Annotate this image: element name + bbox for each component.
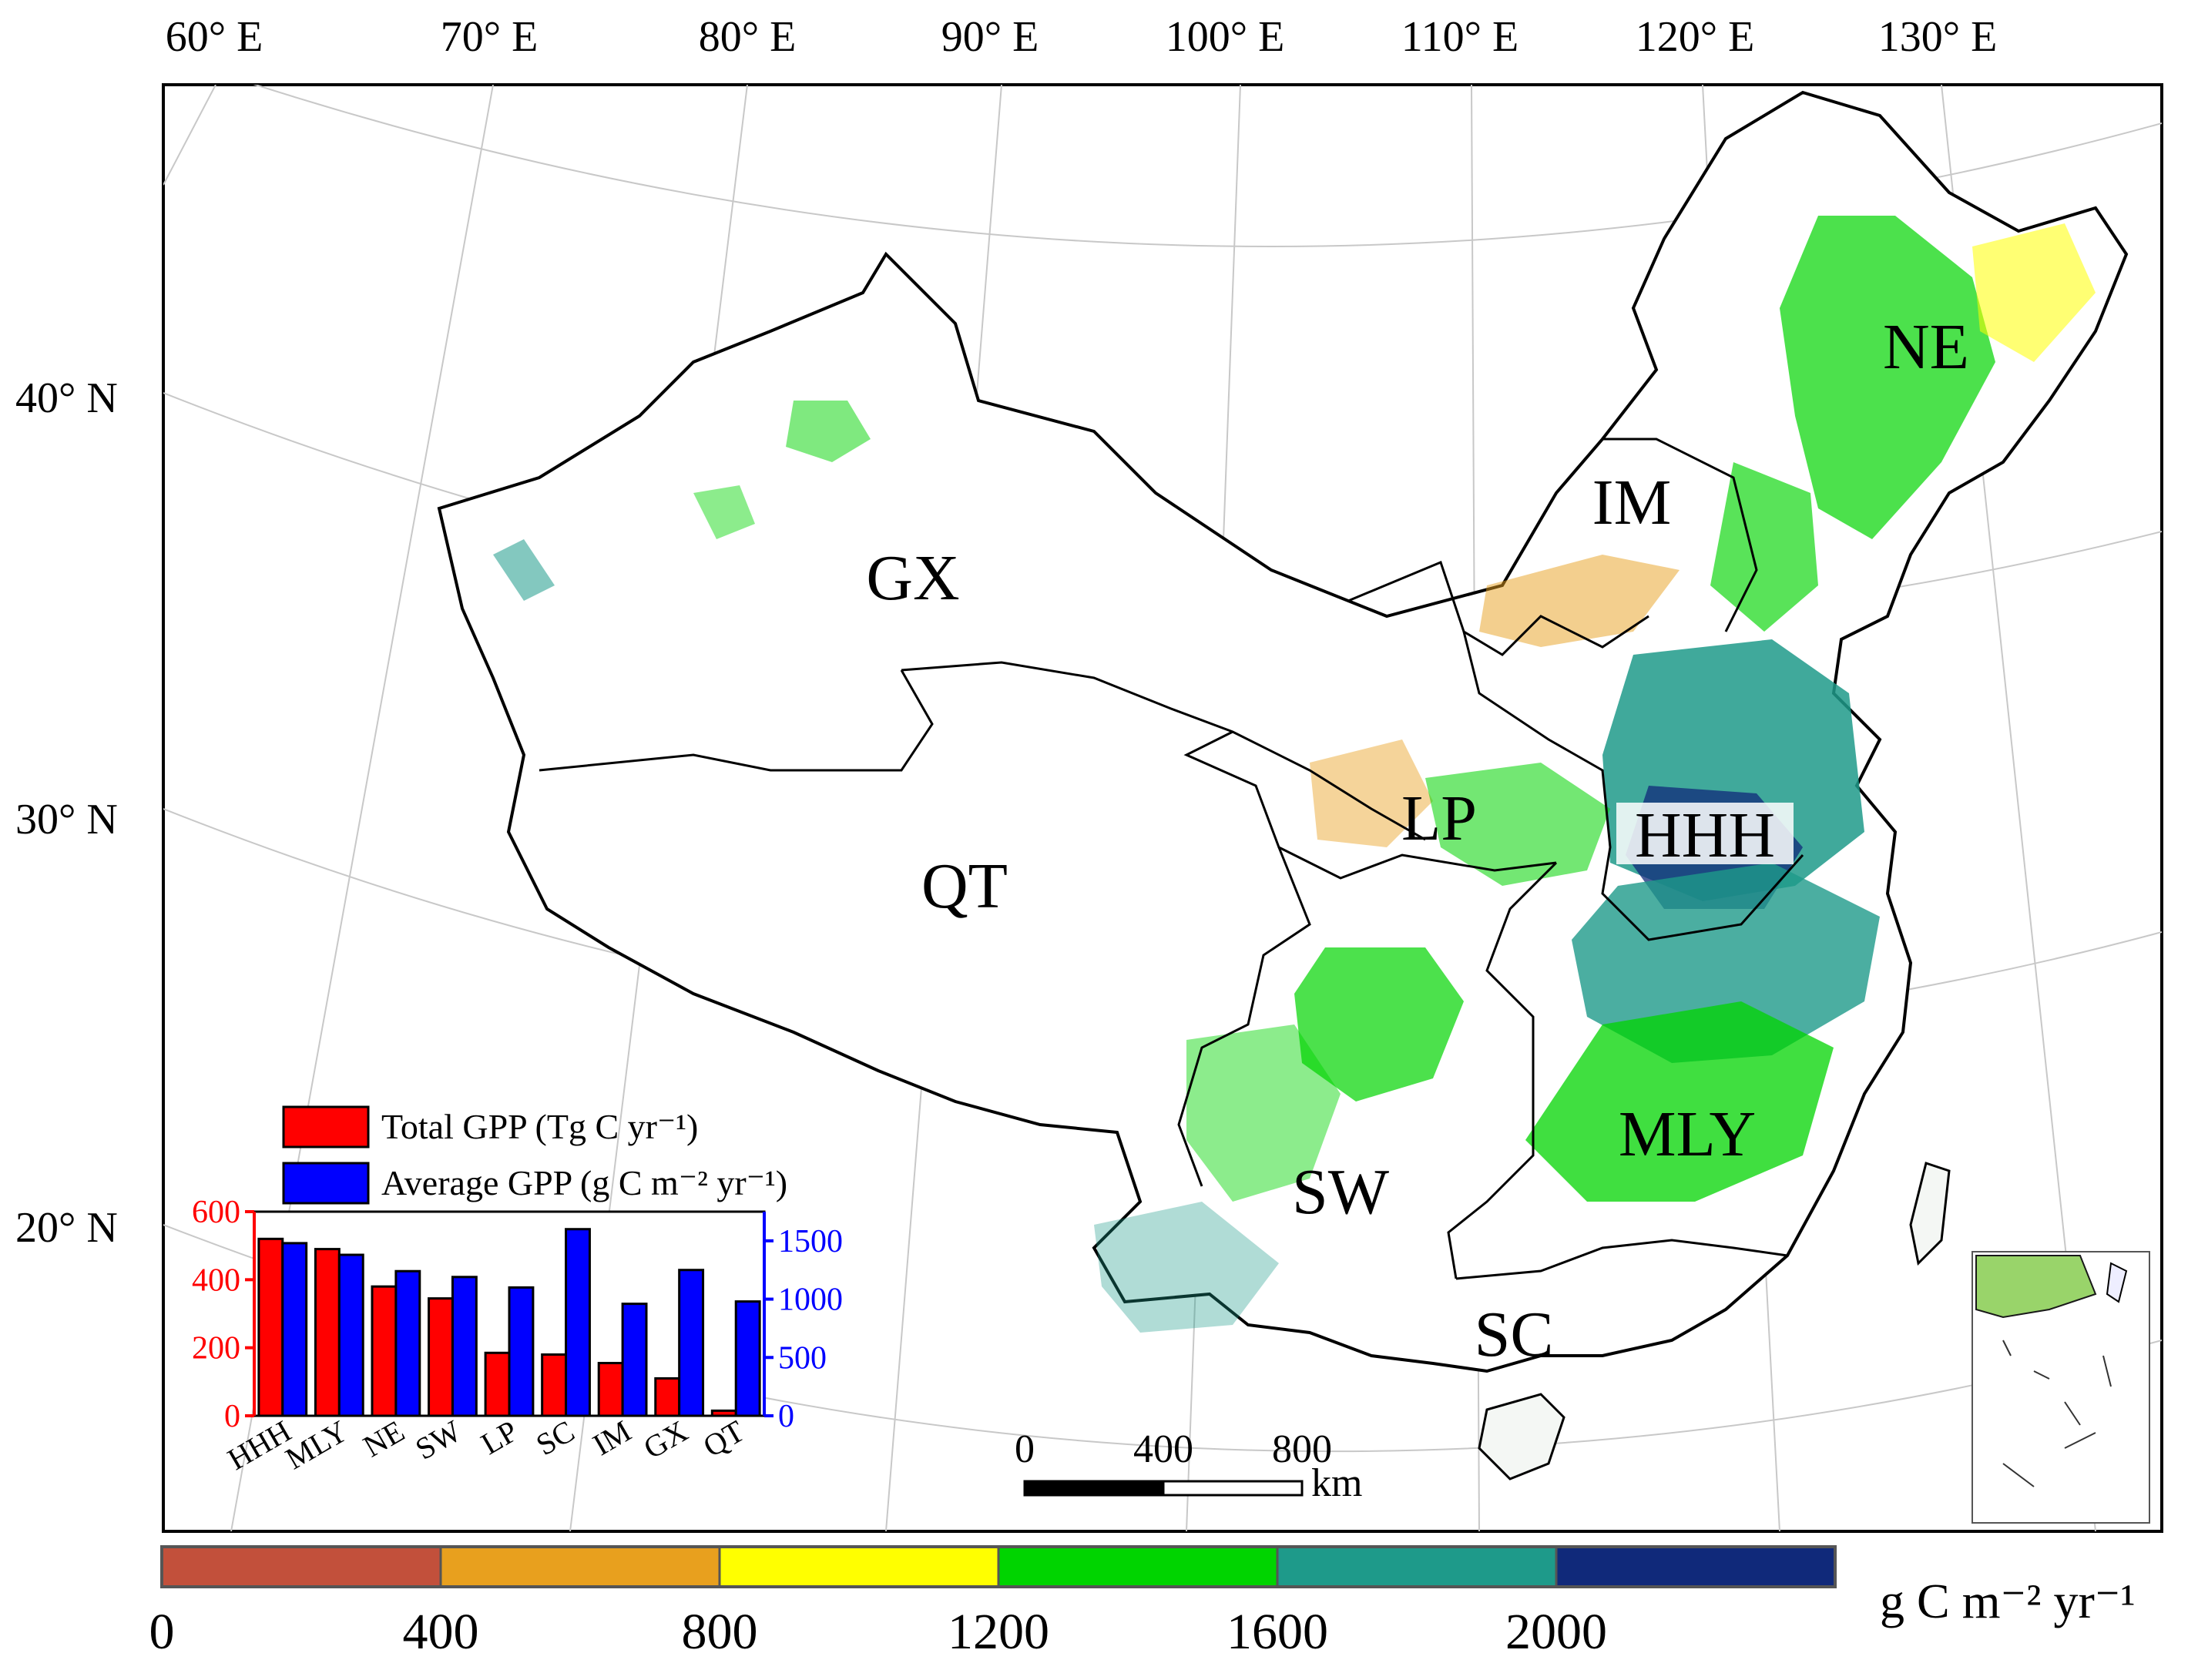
bar-total-gpp-gx [654,1377,681,1417]
legend-label-average-gpp: Average GPP (g C m⁻² yr⁻¹) [381,1163,787,1202]
region-label-lp: LP [1401,783,1477,854]
colorbar-segment [718,1545,1000,1588]
bar-total-gpp-hhh [257,1237,284,1417]
region-label-mly: MLY [1619,1098,1756,1170]
latitude-labels: 40° N 30° N 20° N [15,374,118,1252]
lat-label: 20° N [15,1204,118,1252]
bar-total-gpp-sc [541,1353,568,1417]
bar-average-gpp-ne [394,1269,421,1417]
right-axis-tick-label: 500 [778,1340,827,1376]
colorbar-tick-label: 0 [149,1604,175,1660]
scale-tick-800: 800 [1272,1427,1332,1471]
bar-average-gpp-im [621,1303,648,1417]
region-label-qt: QT [921,850,1008,922]
colorbar-segment [1555,1545,1837,1588]
region-label-hhh: HHH [1635,800,1775,871]
right-axis-tick-label: 0 [778,1399,794,1434]
bar-average-gpp-sw [451,1276,478,1417]
colorbar-segment [1276,1545,1558,1588]
region-label-im: IM [1592,467,1672,538]
lon-label: 80° E [699,13,797,61]
colorbar-tick-label: 1200 [948,1604,1049,1660]
lon-label: 90° E [941,13,1039,61]
lon-label: 70° E [441,13,539,61]
bar-average-gpp-qt [734,1300,761,1417]
lon-label: 120° E [1636,13,1755,61]
bar-total-gpp-im [597,1362,624,1417]
region-boundaries [539,438,1804,1280]
lat-label: 40° N [15,374,118,422]
bar-average-gpp-mly [337,1253,364,1417]
gpp-colorbar: 0 400 800 1200 1600 2000 g C m⁻² yr⁻¹ [149,1545,2136,1660]
legend-swatch-average-gpp [282,1162,370,1205]
colorbar-segment [160,1545,442,1588]
colorbar-unit-label: g C m⁻² yr⁻¹ [1880,1574,2136,1628]
left-axis-tick-label: 400 [192,1263,240,1298]
region-label-ne: NE [1883,311,1969,383]
lat-label: 30° N [15,796,118,843]
scale-unit: km [1311,1461,1362,1505]
bar-average-gpp-gx [678,1269,705,1417]
legend-swatch-total-gpp [282,1105,370,1149]
longitude-labels: 60° E 70° E 80° E 90° E 100° E 110° E 12… [166,13,1998,61]
lon-label: 130° E [1878,13,1998,61]
colorbar-tick-label: 2000 [1505,1604,1607,1660]
bar-total-gpp-sw [428,1297,454,1417]
bar-average-gpp-lp [508,1286,535,1417]
colorbar-tick-label: 1600 [1227,1604,1328,1660]
legend-label-total-gpp: Total GPP (Tg C yr⁻¹) [381,1107,698,1146]
region-label-gx: GX [866,542,959,614]
bar-total-gpp-ne [371,1285,398,1417]
south-china-sea-inset [1971,1251,2150,1524]
bar-total-gpp-mly [314,1248,341,1417]
taiwan-island [1909,1162,1951,1266]
bar-average-gpp-hhh [281,1242,308,1417]
bar-total-gpp-lp [484,1351,511,1417]
right-axis-tick-label: 1500 [778,1224,843,1259]
colorbar-tick-label: 800 [682,1604,758,1660]
region-labels: GX IM NE LP HHH QT SW MLY SC [866,311,1969,1370]
lon-label: 60° E [166,13,263,61]
lon-label: 110° E [1401,13,1519,61]
region-label-sc: SC [1475,1299,1554,1370]
scale-tick-0: 0 [1015,1427,1035,1471]
lon-label: 100° E [1166,13,1285,61]
colorbar-frame [160,1545,1837,1588]
bar-average-gpp-sc [565,1228,591,1417]
left-axis-tick-label: 600 [192,1195,240,1230]
hainan-island [1478,1393,1565,1480]
scale-tick-400: 400 [1133,1427,1193,1471]
colorbar-segment [439,1545,721,1588]
right-axis-tick-label: 1000 [778,1283,843,1318]
left-axis-tick-label: 200 [192,1331,240,1366]
colorbar-tick-label: 400 [403,1604,479,1660]
left-axis-tick-label: 0 [224,1399,240,1434]
gpp-bar-chart: Total GPP (Tg C yr⁻¹) Average GPP (g C m… [192,1105,843,1477]
gpp-raster [493,216,2096,1333]
scale-bar [1023,1480,1304,1497]
colorbar-segment [997,1545,1279,1588]
region-label-sw: SW [1292,1156,1390,1228]
